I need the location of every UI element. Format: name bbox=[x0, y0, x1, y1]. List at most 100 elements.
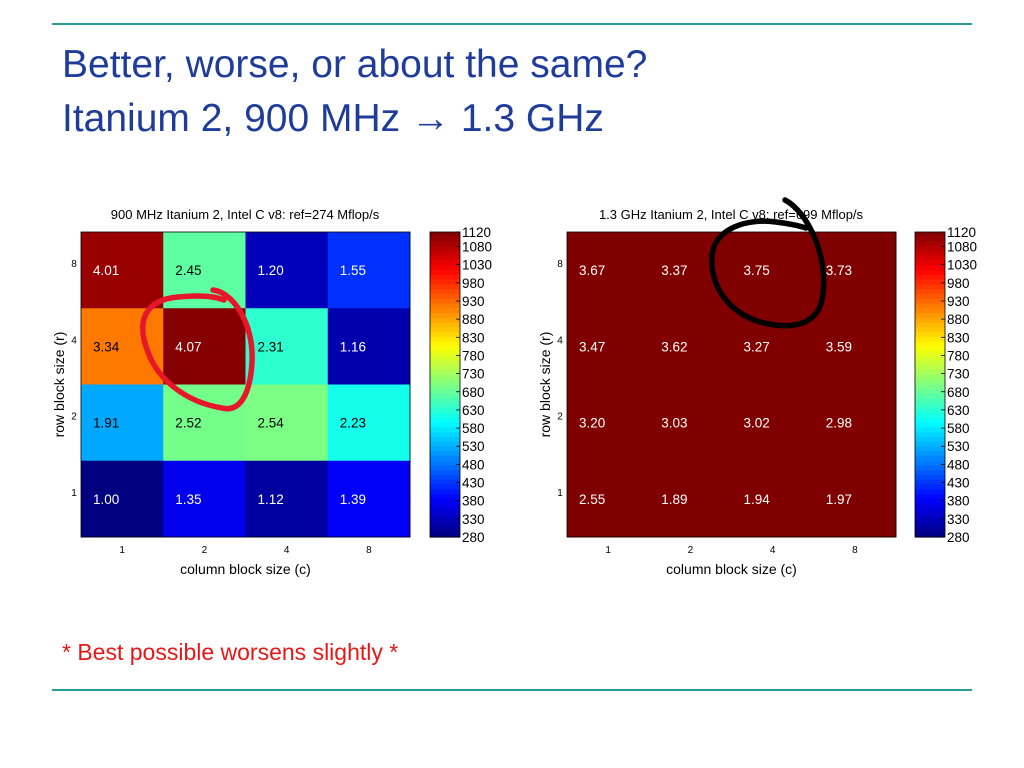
colorbar-segment bbox=[915, 346, 945, 352]
colorbar-segment bbox=[915, 398, 945, 405]
cell-value-label: 3.37 bbox=[661, 263, 687, 278]
colorbar-segment bbox=[915, 260, 945, 266]
cell-value-label: 4.07 bbox=[175, 339, 201, 354]
annotation-circle bbox=[140, 287, 255, 412]
heatmap-cell bbox=[245, 460, 329, 538]
heatmap-cell bbox=[813, 460, 897, 538]
colorbar-segment bbox=[430, 475, 460, 481]
slide-title-line-1: Better, worse, or about the same? bbox=[62, 43, 648, 86]
colorbar-segment bbox=[915, 284, 945, 290]
colorbar-segment bbox=[915, 413, 945, 419]
colorbar-tick-label: 1120 bbox=[947, 225, 976, 240]
colorbar-tick-label: 730 bbox=[462, 367, 485, 382]
colorbar-segment bbox=[430, 265, 460, 271]
colorbar-segment bbox=[915, 389, 945, 395]
colorbar-segment bbox=[430, 346, 460, 352]
colorbar-tick-label: 880 bbox=[462, 312, 485, 327]
cell-value-label: 3.75 bbox=[744, 263, 770, 278]
cell-value-label: 1.12 bbox=[258, 492, 284, 507]
colorbar-segment bbox=[915, 470, 945, 476]
colorbar-segment bbox=[430, 489, 460, 495]
colorbar-segment bbox=[430, 441, 460, 448]
colorbar-segment bbox=[915, 241, 945, 247]
colorbar-segment bbox=[430, 413, 460, 419]
chart-title: 1.3 GHz Itanium 2, Intel C v8: ref=699 M… bbox=[599, 207, 864, 222]
colorbar-tick-label: 280 bbox=[947, 530, 970, 545]
colorbar-segment bbox=[915, 232, 945, 238]
colorbar-segment bbox=[915, 332, 945, 338]
heatmap-cell bbox=[649, 460, 732, 538]
colorbar-segment bbox=[430, 427, 460, 433]
cell-value-label: 1.00 bbox=[93, 492, 119, 507]
colorbar-tick-label: 830 bbox=[947, 330, 970, 345]
y-tick-label: 2 bbox=[71, 412, 77, 423]
colorbar-segment bbox=[430, 241, 460, 247]
cell-value-label: 3.62 bbox=[661, 339, 687, 354]
cell-value-label: 1.16 bbox=[340, 339, 366, 354]
y-tick-label: 1 bbox=[557, 488, 563, 499]
cell-value-label: 3.47 bbox=[579, 339, 605, 354]
colorbar-segment bbox=[430, 508, 460, 514]
colorbar-segment bbox=[430, 279, 460, 286]
x-tick-label: 2 bbox=[688, 545, 694, 556]
colorbar-segment bbox=[915, 417, 945, 424]
colorbar-segment bbox=[430, 260, 460, 266]
colorbar-segment bbox=[430, 246, 460, 252]
colorbar-segment bbox=[430, 498, 460, 505]
colorbar-segment bbox=[430, 451, 460, 457]
colorbar-segment bbox=[430, 251, 460, 257]
colorbar-segment bbox=[430, 322, 460, 328]
colorbar-segment bbox=[430, 503, 460, 510]
colorbar-segment bbox=[915, 432, 945, 438]
cell-value-label: 2.52 bbox=[175, 416, 201, 431]
colorbar-tick-label: 530 bbox=[462, 439, 485, 454]
colorbar-tick-label: 730 bbox=[947, 367, 970, 382]
colorbar-segment bbox=[430, 527, 460, 533]
colorbar-segment bbox=[915, 246, 945, 252]
colorbar-segment bbox=[430, 517, 460, 524]
colorbar-segment bbox=[430, 446, 460, 452]
colorbar-frame bbox=[429, 231, 461, 538]
heatmap-cell bbox=[245, 232, 329, 309]
colorbar-tick-label: 1030 bbox=[947, 258, 977, 273]
colorbar-segment bbox=[430, 432, 460, 438]
colorbar-segment bbox=[915, 255, 945, 262]
colorbar-segment bbox=[915, 379, 945, 386]
colorbar-segment bbox=[915, 465, 945, 471]
colorbar-tick-label: 980 bbox=[462, 276, 485, 291]
cell-value-label: 2.54 bbox=[258, 416, 285, 431]
colorbar-segment bbox=[430, 455, 460, 462]
colorbar-tick-label: 430 bbox=[462, 476, 485, 491]
colorbar-segment bbox=[430, 422, 460, 428]
colorbar-segment bbox=[430, 532, 460, 538]
slide-title-line-2: Itanium 2, 900 MHz → 1.3 GHz bbox=[62, 97, 604, 140]
colorbar-segment bbox=[915, 274, 945, 281]
cell-value-label: 1.55 bbox=[340, 263, 366, 278]
colorbar-segment bbox=[915, 475, 945, 481]
colorbar-segment bbox=[915, 522, 945, 529]
colorbar-segment bbox=[430, 479, 460, 486]
heatmap-cell bbox=[731, 232, 815, 309]
colorbar-tick-label: 580 bbox=[947, 421, 970, 436]
colorbar-segment bbox=[430, 332, 460, 338]
colorbar-segment bbox=[915, 336, 945, 343]
colorbar-segment bbox=[915, 322, 945, 328]
x-tick-label: 2 bbox=[202, 545, 208, 556]
heatmap-cell bbox=[163, 308, 246, 385]
colorbar-segment bbox=[915, 489, 945, 495]
colorbar-segment bbox=[430, 513, 460, 519]
heatmap-cell bbox=[163, 460, 246, 538]
cell-value-label: 3.02 bbox=[744, 416, 770, 431]
colorbar-segment bbox=[915, 355, 945, 362]
colorbar-tick-label: 530 bbox=[947, 439, 970, 454]
colorbar-segment bbox=[430, 417, 460, 424]
plot-frame bbox=[80, 231, 411, 538]
heatmap-cell bbox=[731, 460, 815, 538]
colorbar-segment bbox=[915, 498, 945, 505]
colorbar-segment bbox=[915, 351, 945, 357]
heatmap-cell bbox=[81, 384, 164, 462]
y-tick-label: 2 bbox=[557, 412, 563, 423]
colorbar-segment bbox=[430, 289, 460, 295]
colorbar-segment bbox=[915, 441, 945, 448]
colorbar-segment bbox=[430, 232, 460, 238]
